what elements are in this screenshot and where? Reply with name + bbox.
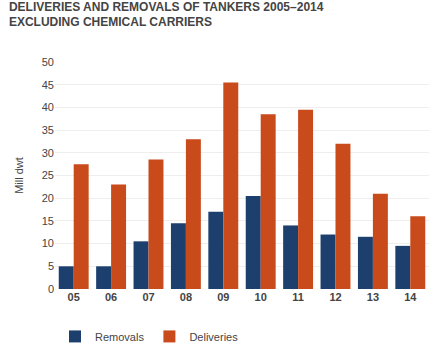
svg-text:15: 15 <box>42 215 54 227</box>
svg-text:40: 40 <box>42 101 54 113</box>
svg-text:25: 25 <box>42 169 54 181</box>
svg-text:11: 11 <box>292 291 304 303</box>
svg-text:20: 20 <box>42 192 54 204</box>
svg-text:Mill dwt: Mill dwt <box>13 157 25 194</box>
svg-text:5: 5 <box>48 260 54 272</box>
svg-text:12: 12 <box>329 291 341 303</box>
svg-text:07: 07 <box>142 291 154 303</box>
svg-text:0: 0 <box>48 283 54 295</box>
svg-text:10: 10 <box>255 291 267 303</box>
svg-text:50: 50 <box>42 56 54 68</box>
svg-text:14: 14 <box>404 291 417 303</box>
svg-text:10: 10 <box>42 237 54 249</box>
svg-text:Removals: Removals <box>95 331 144 343</box>
svg-text:08: 08 <box>180 291 192 303</box>
svg-text:Deliveries: Deliveries <box>189 331 238 343</box>
svg-text:35: 35 <box>42 124 54 136</box>
svg-text:DELIVERIES AND REMOVALS OF TAN: DELIVERIES AND REMOVALS OF TANKERS 2005–… <box>9 0 324 29</box>
svg-text:13: 13 <box>367 291 379 303</box>
svg-text:06: 06 <box>105 291 117 303</box>
svg-text:45: 45 <box>42 79 54 91</box>
svg-text:05: 05 <box>68 291 80 303</box>
svg-text:09: 09 <box>217 291 229 303</box>
svg-text:30: 30 <box>42 147 54 159</box>
